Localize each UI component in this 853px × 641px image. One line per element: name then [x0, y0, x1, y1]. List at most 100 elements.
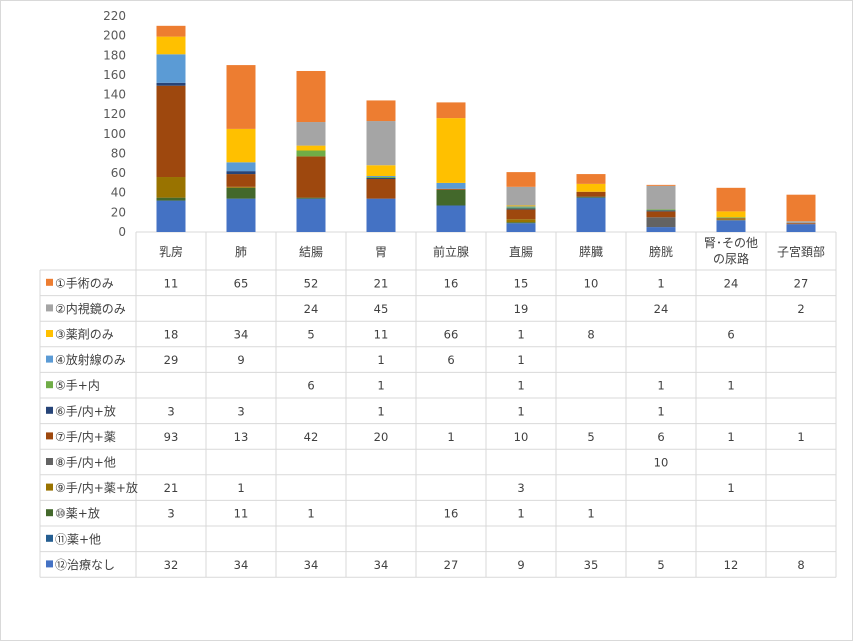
table-value: 21 — [374, 276, 389, 290]
bar-segment — [716, 217, 746, 219]
bar-segment — [366, 165, 396, 177]
table-value: 18 — [164, 328, 179, 342]
table-value: 34 — [374, 558, 389, 572]
table-value: 1 — [307, 507, 314, 521]
table-value: 6 — [727, 328, 734, 342]
table-value: 3 — [517, 481, 524, 495]
table-value: 9 — [237, 353, 244, 367]
table-value: 10 — [654, 456, 669, 470]
bar-segment — [366, 100, 396, 122]
table-value: 19 — [514, 302, 529, 316]
table-value: 1 — [517, 404, 524, 418]
legend-key — [46, 304, 53, 312]
table-value: 3 — [167, 507, 174, 521]
bar-segment — [506, 208, 536, 210]
series-name: ③薬剤のみ — [55, 327, 114, 342]
y-tick-label: 80 — [111, 146, 126, 160]
bar-segment — [226, 198, 256, 232]
series-name: ⑩薬+放 — [55, 506, 100, 521]
bar-segment — [296, 70, 326, 123]
bar-segment — [576, 196, 606, 198]
bar-segment — [646, 185, 676, 210]
y-tick-label: 0 — [118, 225, 126, 239]
category-label-line: の尿路 — [713, 251, 749, 266]
table-value: 34 — [304, 558, 319, 572]
y-tick-label: 160 — [103, 68, 126, 82]
bar-segment — [226, 162, 256, 172]
bar-segment — [436, 182, 466, 189]
bar-segment — [716, 187, 746, 212]
bar-segment — [156, 54, 186, 83]
bar-segment — [156, 197, 186, 201]
table-value: 1 — [727, 379, 734, 393]
table-value: 21 — [164, 481, 179, 495]
y-tick-label: 20 — [111, 205, 126, 219]
table-value: 3 — [167, 404, 174, 418]
bar-segment — [506, 205, 536, 207]
series-name: ①手術のみ — [55, 276, 114, 290]
table-value: 15 — [514, 276, 529, 290]
category-label: 前立腺 — [433, 244, 469, 259]
category-label: 膵臓 — [579, 245, 603, 259]
category-label: 乳房 — [159, 244, 183, 259]
legend-key — [46, 278, 53, 286]
bar-segment — [436, 118, 466, 183]
table-value: 24 — [724, 276, 739, 290]
y-tick-label: 100 — [103, 127, 126, 141]
bar-segment — [506, 186, 536, 206]
series-name: ⑧手/内+他 — [55, 456, 116, 470]
table-value: 35 — [584, 558, 599, 572]
bar-segment — [576, 183, 606, 192]
bar-segment — [156, 36, 186, 55]
table-value: 1 — [657, 379, 664, 393]
bar-segment — [226, 171, 256, 175]
table-value: 8 — [797, 558, 804, 572]
series-name: ⑥手/内+放 — [55, 403, 116, 418]
bar-stacks — [156, 25, 816, 232]
y-tick-label: 220 — [103, 9, 126, 23]
table-value: 11 — [234, 507, 249, 521]
legend-key — [46, 432, 53, 440]
bar-segment — [296, 198, 326, 232]
table-value: 93 — [164, 430, 179, 444]
bar-segment — [436, 188, 466, 190]
table-value: 12 — [724, 558, 739, 572]
bar-segment — [646, 210, 676, 212]
bar-segment — [296, 156, 326, 198]
bar-segment — [576, 174, 606, 184]
bar-segment — [576, 191, 606, 197]
table-value: 2 — [797, 302, 804, 316]
table-value: 1 — [727, 481, 734, 495]
bar-segment — [366, 121, 396, 166]
bar-segment — [506, 206, 536, 208]
series-name: ⑨手/内+薬+放 — [55, 480, 138, 495]
legend-key — [46, 330, 53, 337]
series-name: ④放射線のみ — [55, 352, 126, 367]
legend-key — [46, 458, 53, 465]
table-value: 3 — [237, 404, 244, 418]
category-label: 結腸 — [299, 245, 323, 259]
y-tick-label: 40 — [111, 186, 126, 200]
table-value: 8 — [587, 328, 594, 342]
bar-segment — [366, 198, 396, 232]
category-label: 胃 — [375, 245, 387, 259]
table-value: 5 — [587, 430, 594, 444]
bar-segment — [576, 197, 606, 232]
table-value: 16 — [444, 276, 459, 290]
table-value: 66 — [444, 328, 459, 342]
table-value: 1 — [377, 353, 384, 367]
category-label: 膀胱 — [649, 244, 673, 259]
bar-segment — [506, 209, 536, 220]
legend-key — [46, 355, 53, 363]
table-value: 65 — [234, 276, 249, 290]
table-value: 24 — [304, 302, 319, 316]
table-value: 27 — [794, 276, 809, 290]
table-value: 11 — [164, 276, 179, 290]
table-value: 1 — [517, 379, 524, 393]
bar-segment — [156, 200, 186, 232]
series-name: ②内視鏡のみ — [55, 301, 126, 316]
y-tick-label: 60 — [111, 166, 126, 180]
table-value: 1 — [587, 507, 594, 521]
bar-segment — [226, 186, 256, 188]
bar-segment — [506, 172, 536, 187]
